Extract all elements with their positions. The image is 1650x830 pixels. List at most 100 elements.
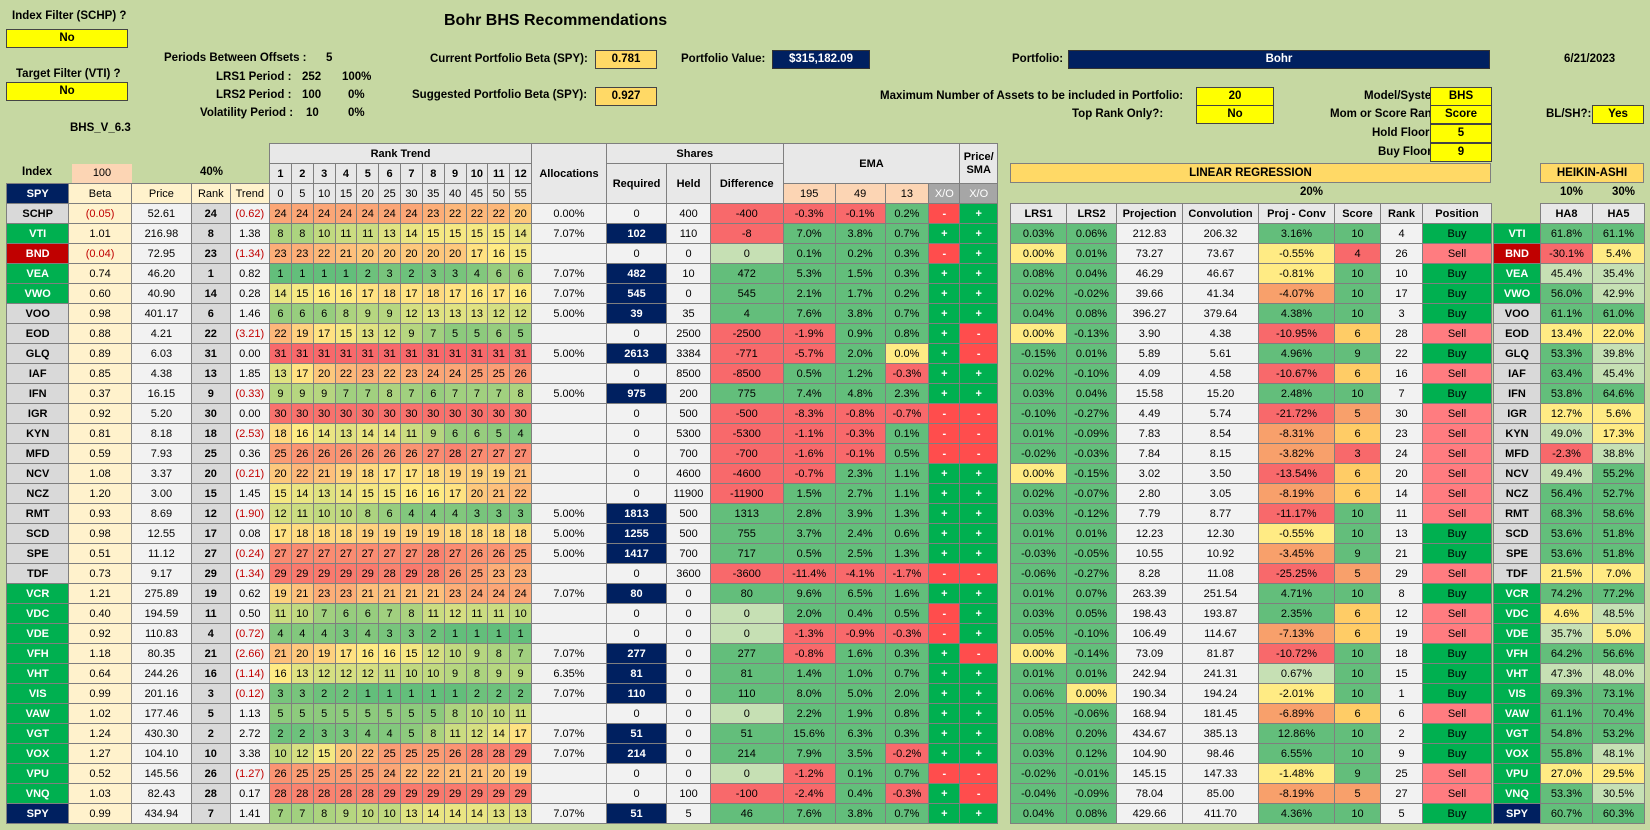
ticker-cell[interactable]: KYN [5, 423, 70, 444]
ha-ticker-cell[interactable]: VTI [1493, 223, 1541, 244]
ha-ticker-cell[interactable]: MFD [1493, 443, 1541, 464]
xo-cell: + [928, 743, 961, 764]
rank-trend-cell: 12 [509, 303, 533, 324]
score-cell: 10 [1334, 303, 1381, 324]
ticker-cell[interactable]: VHT [5, 663, 70, 684]
ha-ticker-cell[interactable]: BND [1493, 243, 1541, 264]
ha-ticker-cell[interactable]: VCR [1493, 583, 1541, 604]
ha-ticker-cell[interactable]: RMT [1493, 503, 1541, 524]
ha-ticker-cell[interactable]: SPE [1493, 543, 1541, 564]
ticker-cell[interactable]: VOX [5, 743, 70, 764]
rank-trend-cell: 8 [269, 223, 292, 244]
ha-pct30: 30% [1612, 186, 1636, 198]
lrs2-period-value[interactable]: 100 [302, 89, 322, 101]
ha5-cell: 7.0% [1592, 563, 1645, 584]
portfolio-name[interactable]: Bohr [1068, 50, 1490, 69]
rank-trend-cell: 16 [269, 663, 292, 684]
lr-row: -0.04% -0.09% 78.04 85.00 -8.19% 5 27 Sell [1010, 783, 1492, 804]
ticker-cell[interactable]: VEA [5, 263, 70, 284]
ticker-cell[interactable]: IGR [5, 403, 70, 424]
ha-ticker-cell[interactable]: VHT [1493, 663, 1541, 684]
ha-row: SPE 53.6% 51.8% [1493, 543, 1645, 564]
blsh-value[interactable]: Yes [1592, 105, 1644, 124]
mom-score-value[interactable]: Score [1430, 105, 1492, 124]
periods-offsets-value[interactable]: 5 [326, 52, 333, 64]
ha-ticker-cell[interactable]: IFN [1493, 383, 1541, 404]
ticker-cell[interactable]: VCR [5, 583, 70, 604]
ha-ticker-cell[interactable]: VNQ [1493, 783, 1541, 804]
volatility-period-value[interactable]: 10 [306, 107, 319, 119]
buy-floor-value[interactable]: 9 [1430, 143, 1492, 162]
price-sma-cell: + [959, 283, 998, 304]
index-filter-value[interactable]: No [6, 29, 128, 48]
ticker-cell[interactable]: VTI [5, 223, 70, 244]
held-cell: 35 [666, 303, 711, 324]
ha-ticker-cell[interactable]: VGT [1493, 723, 1541, 744]
ha-ticker-cell[interactable]: VEA [1493, 263, 1541, 284]
ticker-cell[interactable]: GLQ [5, 343, 70, 364]
ha-ticker-cell[interactable]: IAF [1493, 363, 1541, 384]
ha-ticker-cell[interactable]: VOO [1493, 303, 1541, 324]
ha-ticker-cell[interactable]: NCZ [1493, 483, 1541, 504]
ticker-cell[interactable]: SCHP [5, 203, 70, 224]
ticker-cell[interactable]: IFN [5, 383, 70, 404]
rank-trend-cell: 26 [378, 443, 402, 464]
ticker-cell[interactable]: VFH [5, 643, 70, 664]
ticker-cell[interactable]: VPU [5, 763, 70, 784]
ha-ticker-cell[interactable]: NCV [1493, 463, 1541, 484]
rank-trend-cell: 5 [465, 323, 489, 344]
ha-ticker-cell[interactable]: VFH [1493, 643, 1541, 664]
ha-ticker-cell[interactable]: EOD [1493, 323, 1541, 344]
hold-floor-value[interactable]: 5 [1430, 124, 1492, 143]
proj-conv-cell: -7.13% [1258, 623, 1335, 644]
rank-trend-cell: 14 [421, 803, 445, 824]
ticker-cell[interactable]: SPY [5, 803, 70, 824]
hold-floor-label: Hold Floor: [1372, 127, 1434, 139]
ha-ticker-cell[interactable]: VWO [1493, 283, 1541, 304]
ticker-cell[interactable]: VGT [5, 723, 70, 744]
ha-ticker-cell[interactable]: IGR [1493, 403, 1541, 424]
ha-ticker-cell[interactable]: VDE [1493, 623, 1541, 644]
ha-ticker-cell[interactable]: VAW [1493, 703, 1541, 724]
held-cell: 0 [666, 683, 711, 704]
price-header: Price [130, 183, 193, 204]
model-value[interactable]: BHS [1430, 87, 1492, 106]
ha-ticker-cell[interactable]: VPU [1493, 763, 1541, 784]
ticker-cell[interactable]: NCZ [5, 483, 70, 504]
ticker-cell[interactable]: VWO [5, 283, 70, 304]
top-rank-value[interactable]: No [1196, 105, 1274, 124]
ha-ticker-cell[interactable]: SCD [1493, 523, 1541, 544]
ticker-cell[interactable]: RMT [5, 503, 70, 524]
ha-ticker-cell[interactable]: VIS [1493, 683, 1541, 704]
price-cell: 7.93 [130, 443, 193, 464]
ha-ticker-cell[interactable]: TDF [1493, 563, 1541, 584]
ha-ticker-cell[interactable]: KYN [1493, 423, 1541, 444]
ticker-cell[interactable]: NCV [5, 463, 70, 484]
ticker-cell[interactable]: MFD [5, 443, 70, 464]
ticker-cell[interactable]: EOD [5, 323, 70, 344]
ha-ticker-cell[interactable]: GLQ [1493, 343, 1541, 364]
ha-ticker-cell[interactable]: SPY [1493, 803, 1541, 824]
table-row: VHT 0.64 244.26 16 (1.14) 16 13 12 12 12 11 10 10 9 8 9… [5, 663, 998, 684]
trend-cell: (3.21) [229, 323, 271, 344]
max-assets-value[interactable]: 20 [1196, 87, 1274, 106]
ha-ticker-cell[interactable]: VOX [1493, 743, 1541, 764]
ha-ticker-cell[interactable]: VDC [1493, 603, 1541, 624]
ticker-cell[interactable]: IAF [5, 363, 70, 384]
ema-cell: -2.4% [782, 783, 836, 804]
ticker-cell[interactable]: VOO [5, 303, 70, 324]
score-cell: 10 [1334, 503, 1381, 524]
rank-trend-cell: 14 [487, 723, 511, 744]
target-filter-value[interactable]: No [6, 82, 128, 101]
ticker-cell[interactable]: VAW [5, 703, 70, 724]
ticker-cell[interactable]: VDE [5, 623, 70, 644]
ticker-cell[interactable]: SPE [5, 543, 70, 564]
ticker-cell[interactable]: VDC [5, 603, 70, 624]
ticker-cell[interactable]: TDF [5, 563, 70, 584]
ticker-cell[interactable]: VNQ [5, 783, 70, 804]
ticker-cell[interactable]: BND [5, 243, 70, 264]
ticker-cell[interactable]: VIS [5, 683, 70, 704]
lrs1-period-value[interactable]: 252 [302, 71, 322, 83]
held-cell: 11900 [666, 483, 711, 504]
ticker-cell[interactable]: SCD [5, 523, 70, 544]
